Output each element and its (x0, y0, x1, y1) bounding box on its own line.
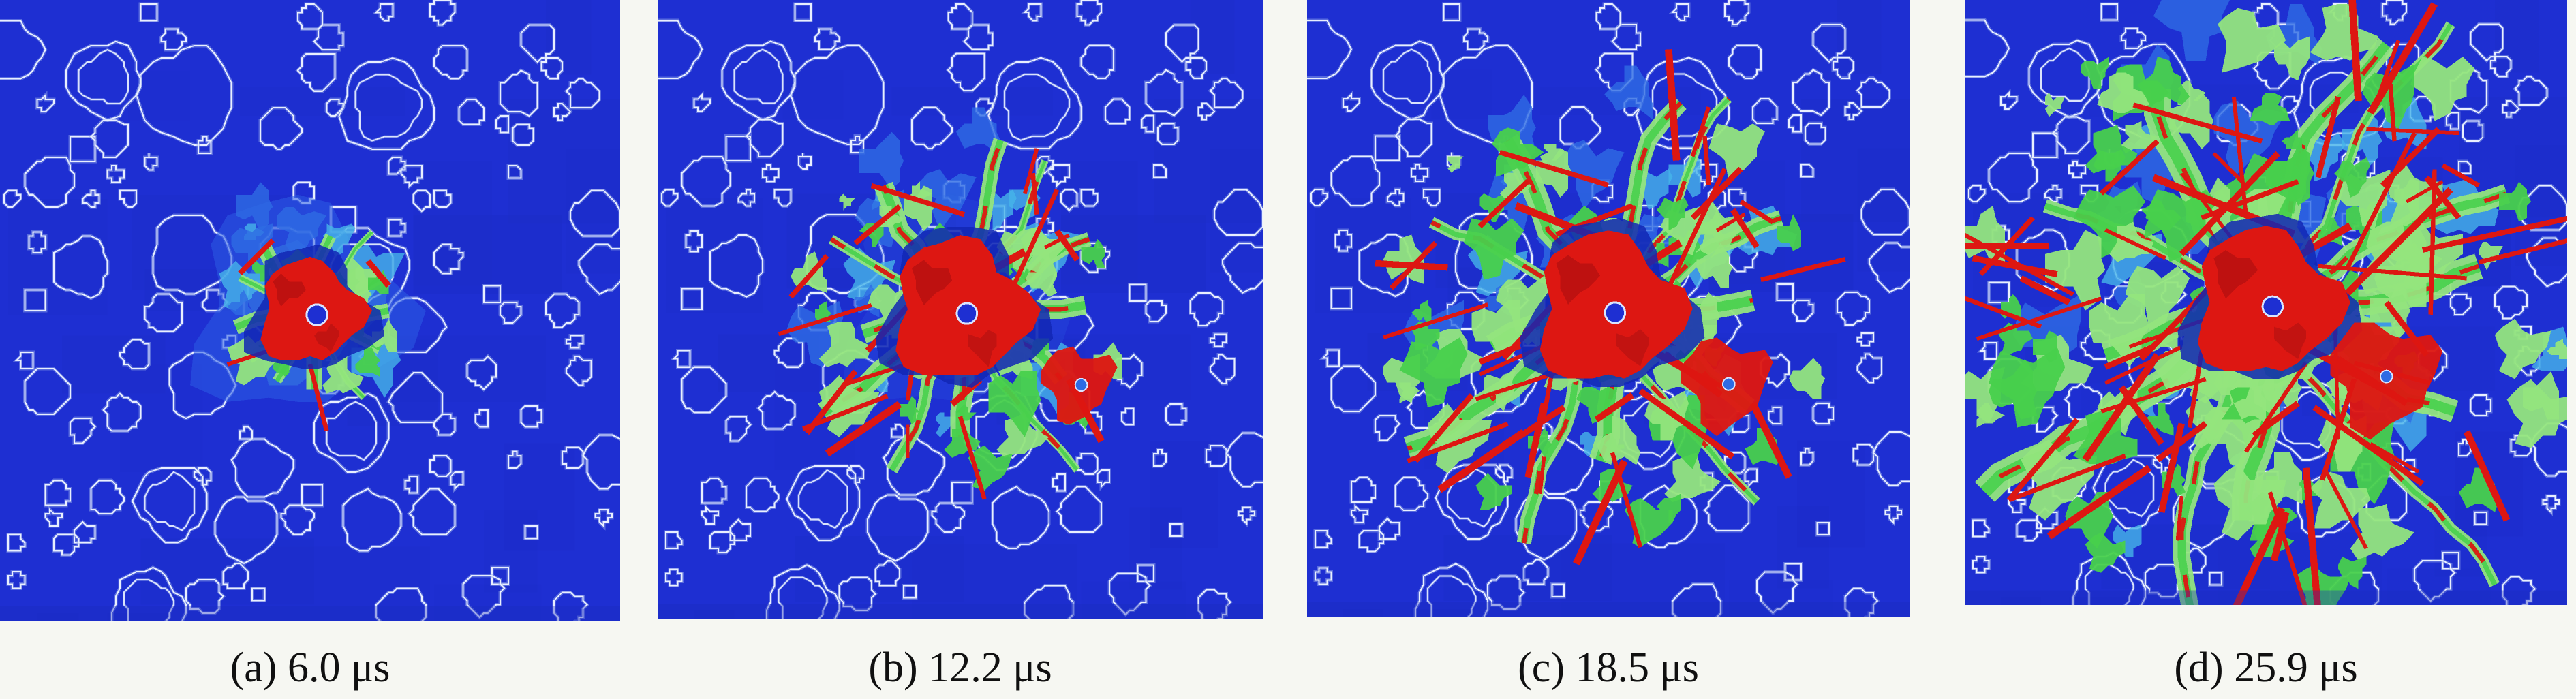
simulation-panel-a (0, 0, 620, 621)
panel-caption-c: (c) 18.5 μs (1518, 644, 1699, 691)
microstructure-image-c (1307, 0, 1910, 617)
panel-caption-d: (d) 25.9 μs (2174, 644, 2358, 691)
microstructure-image-d (1965, 0, 2567, 605)
microstructure-image-a (0, 0, 620, 621)
simulation-panel-b (658, 0, 1263, 619)
simulation-panel-c (1307, 0, 1910, 617)
microstructure-image-b (658, 0, 1263, 619)
simulation-panel-d (1965, 0, 2567, 605)
panel-caption-b: (b) 12.2 μs (868, 644, 1052, 691)
panel-caption-a: (a) 6.0 μs (230, 644, 390, 691)
